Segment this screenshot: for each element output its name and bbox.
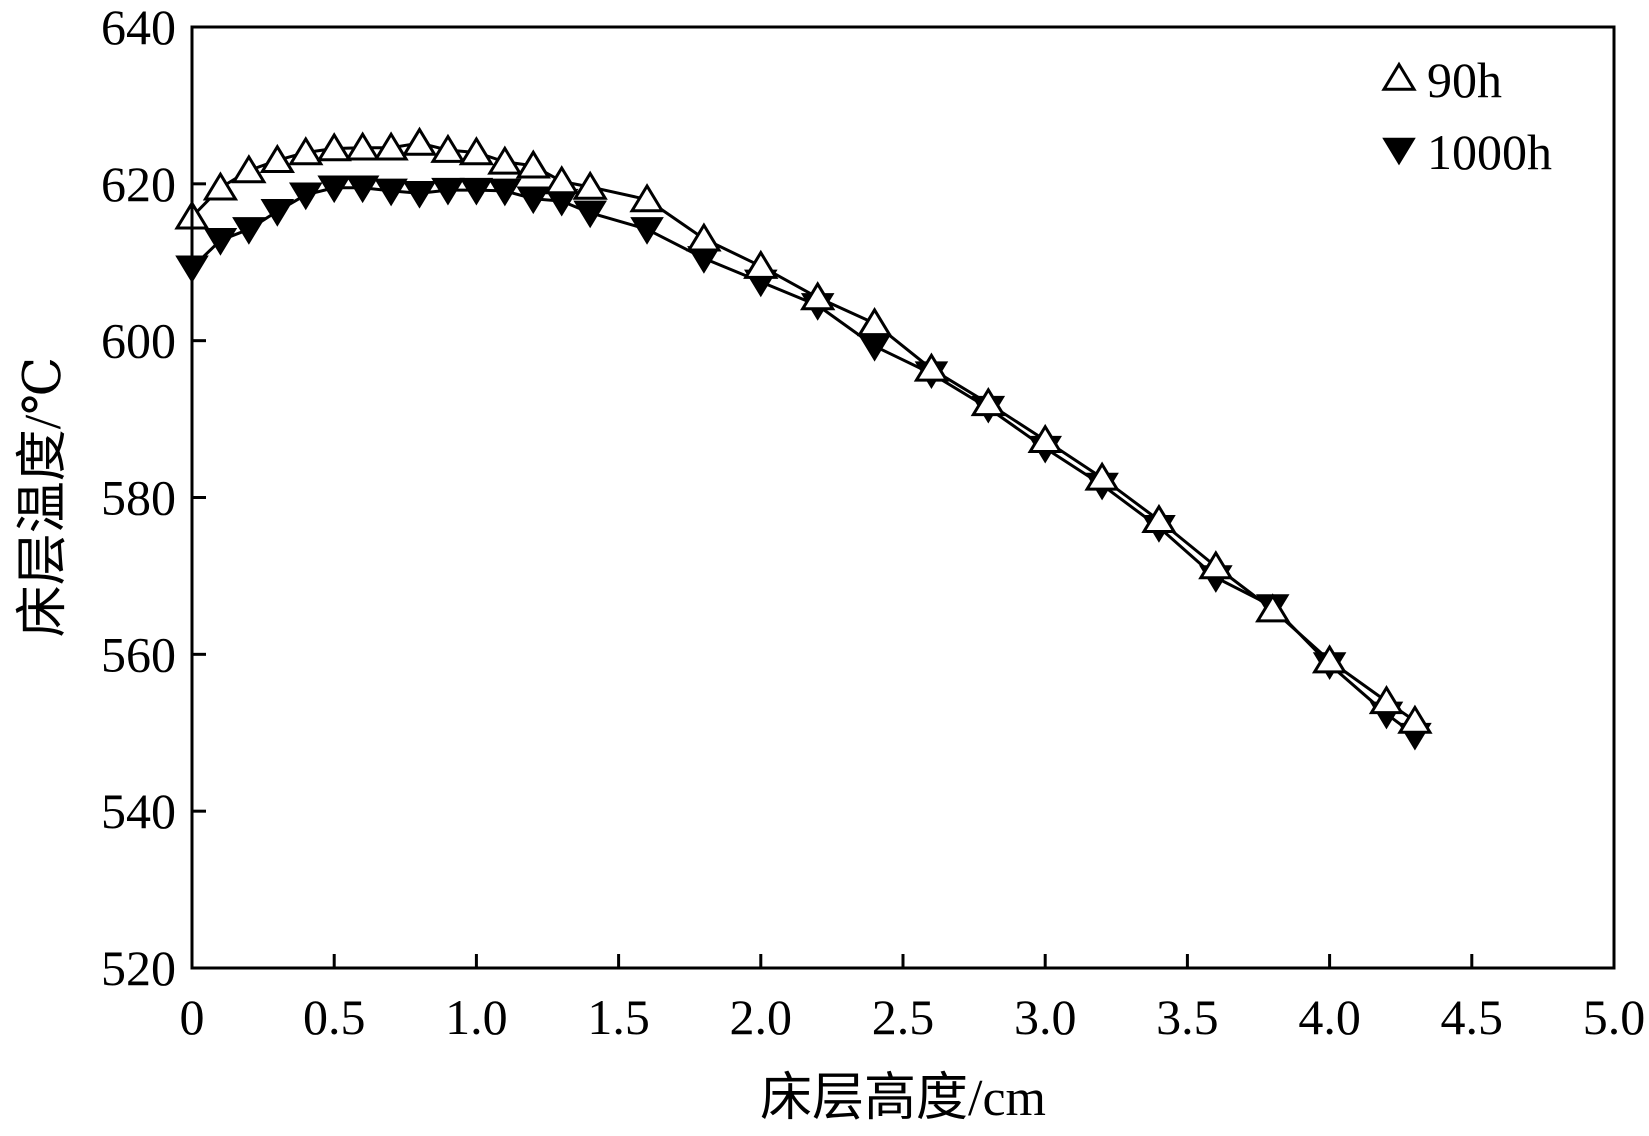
data-point	[1027, 423, 1063, 454]
data-point	[402, 180, 437, 209]
data-point	[743, 249, 779, 279]
y-axis-title: 床层温度/℃	[15, 357, 72, 638]
x-tick-label: 0.5	[303, 989, 366, 1045]
data-point	[1255, 593, 1291, 623]
data-point	[516, 186, 551, 215]
data-point	[515, 149, 551, 179]
x-tick-label: 2.5	[872, 989, 935, 1045]
data-point	[856, 307, 893, 337]
data-point	[629, 183, 665, 213]
x-tick-label: 2.0	[730, 989, 793, 1045]
data-point	[288, 182, 323, 211]
legend-marker	[1382, 137, 1416, 166]
data-point	[202, 171, 239, 201]
x-tick-label: 3.5	[1156, 989, 1219, 1045]
data-point	[231, 154, 267, 184]
x-axis-ticks: 0 0.5 1.0 1.5 2.0 2.5 3.0 3.5 4.0 4.5 5.0	[180, 954, 1646, 1045]
data-point	[573, 200, 607, 229]
data-point	[572, 170, 608, 200]
data-point	[344, 131, 381, 161]
series-layer	[174, 126, 1433, 751]
x-tick-label: 4.0	[1298, 989, 1361, 1045]
y-tick-label: 540	[101, 783, 176, 839]
series-markers-0	[174, 126, 1433, 734]
data-point	[1141, 503, 1177, 533]
data-point	[232, 217, 266, 245]
data-point	[203, 228, 238, 256]
y-tick-label: 620	[101, 156, 176, 212]
data-point	[317, 175, 351, 204]
x-tick-label: 1.0	[445, 989, 508, 1045]
data-point	[1397, 704, 1433, 734]
legend-label: 1000h	[1427, 124, 1552, 180]
legend-label: 90h	[1427, 52, 1502, 108]
data-point	[459, 177, 494, 206]
data-point	[260, 199, 295, 227]
y-tick-label: 640	[101, 0, 176, 55]
data-point	[800, 281, 836, 311]
x-tick-label: 1.5	[587, 989, 650, 1045]
data-point	[970, 387, 1006, 417]
data-point	[487, 145, 523, 175]
data-point	[1368, 684, 1405, 715]
data-point	[374, 178, 408, 207]
data-point	[401, 126, 438, 156]
x-tick-label: 4.5	[1441, 989, 1504, 1045]
y-tick-label: 600	[101, 313, 176, 369]
data-point	[630, 217, 664, 245]
data-point	[259, 143, 295, 174]
x-tick-label: 0	[180, 989, 205, 1045]
y-tick-label: 560	[101, 626, 176, 682]
data-point	[458, 136, 495, 166]
data-point	[1198, 550, 1234, 580]
data-point	[430, 133, 466, 163]
data-point	[544, 165, 580, 195]
data-point	[913, 352, 950, 382]
data-point	[488, 178, 522, 207]
y-tick-label: 580	[101, 470, 176, 526]
data-point	[431, 177, 465, 206]
y-axis-ticks: 520 540 560 580 600 620 640	[101, 0, 206, 996]
y-tick-label: 520	[101, 940, 176, 996]
data-point	[316, 132, 352, 162]
data-point	[288, 136, 324, 166]
data-point	[345, 175, 380, 204]
legend-marker	[1381, 61, 1417, 91]
data-point	[373, 131, 409, 161]
data-point	[1311, 644, 1348, 674]
x-axis-title: 床层高度/cm	[760, 1070, 1046, 1127]
data-point	[686, 222, 722, 252]
data-point	[1084, 461, 1120, 491]
x-tick-label: 5.0	[1583, 989, 1646, 1045]
x-tick-label: 3.0	[1014, 989, 1077, 1045]
legend: 90h 1000h	[1381, 52, 1552, 180]
